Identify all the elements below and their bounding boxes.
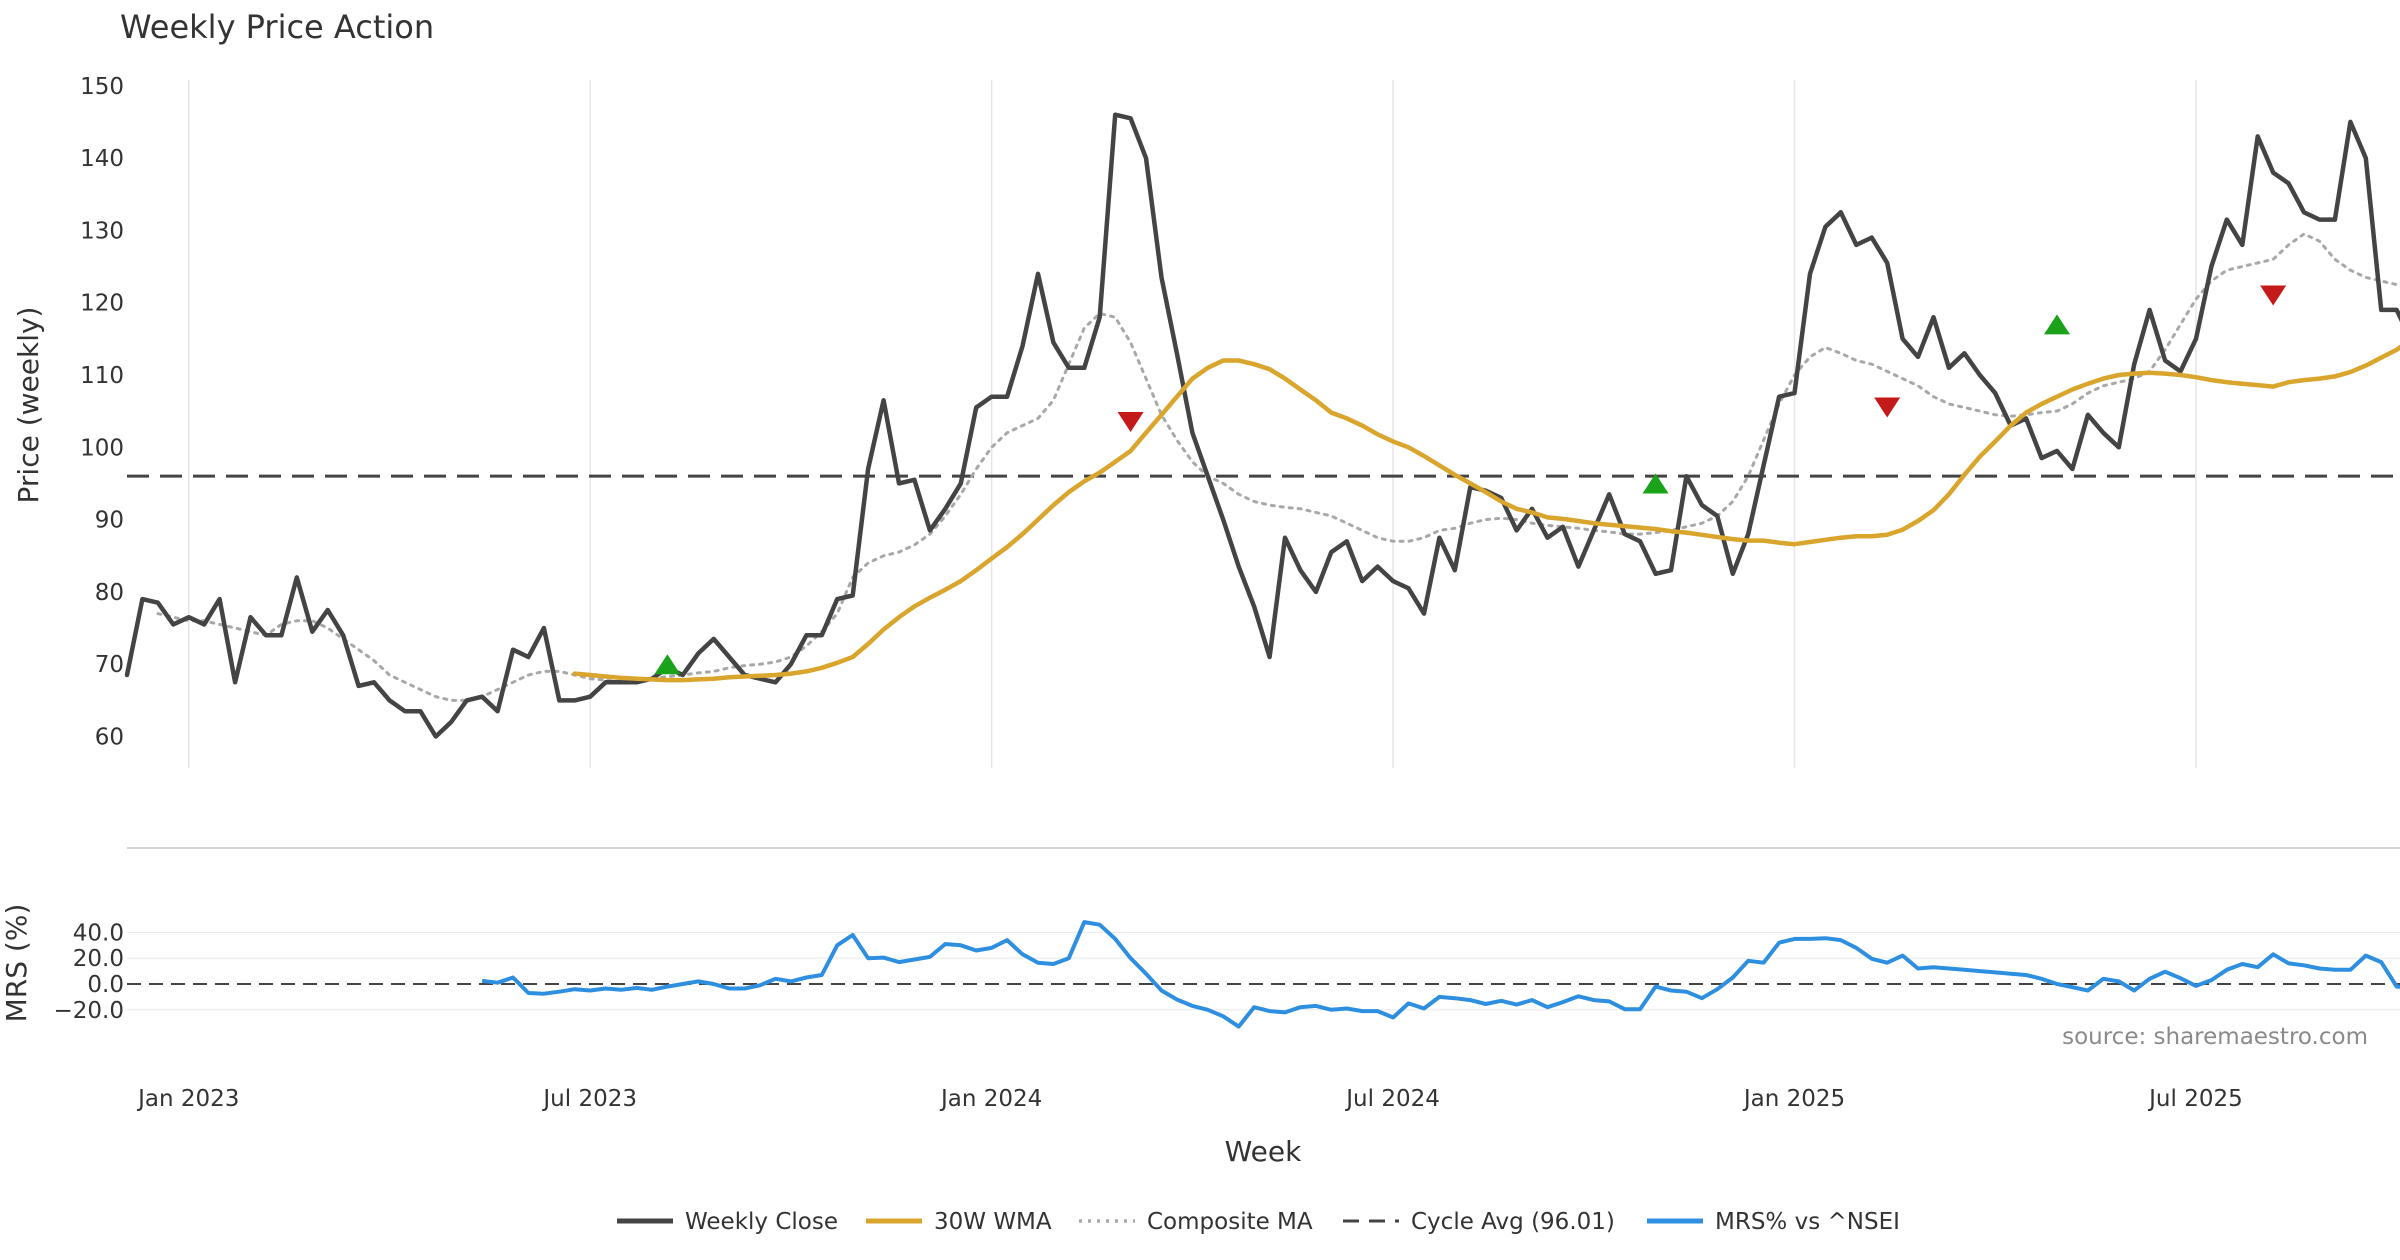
price-y-tick-label: 120 <box>80 291 124 317</box>
price-y-tick-label: 100 <box>80 435 124 461</box>
x-tick-label: Jul 2025 <box>2147 1086 2243 1112</box>
legend: Weekly Close 30W WMA Composite MA Cycle Avg… <box>617 1209 1900 1235</box>
x-tick-label: Jul 2023 <box>541 1086 637 1112</box>
sell-signal-marker <box>1117 411 1144 432</box>
price-y-tick-label: 70 <box>95 652 124 678</box>
price-y-tick-label: 110 <box>80 363 124 389</box>
mrs-y-tick-label: −20.0 <box>54 998 124 1024</box>
sell-signal-marker <box>1874 397 1901 418</box>
x-ticks: Jan 2023 Jul 2023 Jan 2024 Jul 2024 Jan 2025… <box>136 1086 2243 1112</box>
x-axis-label: Week <box>1225 1135 1302 1168</box>
mrs-y-ticks: −20.00.020.040.0 <box>54 920 124 1023</box>
mrs-y-tick-label: 20.0 <box>73 946 124 972</box>
30w-wma-series <box>572 344 2400 683</box>
mrs-y-tick-label: 40.0 <box>73 920 124 946</box>
x-tick-label: Jul 2024 <box>1344 1086 1440 1112</box>
composite-ma-series <box>156 232 2400 702</box>
price-y-axis-label: Price (weekly) <box>12 307 45 504</box>
price-y-tick-label: 80 <box>95 580 124 606</box>
x-tick-label: Jan 2025 <box>1742 1086 1845 1112</box>
sell-signal-marker <box>2260 285 2287 306</box>
legend-label: Weekly Close <box>685 1209 838 1235</box>
mrs-y-axis-label: MRS (%) <box>0 904 33 1023</box>
buy-signal-marker <box>2044 314 2070 335</box>
weekly-close-series <box>124 112 2400 739</box>
series-layer <box>124 112 2400 1029</box>
buy-signal-marker <box>1642 473 1669 494</box>
price-y-tick-label: 140 <box>80 146 124 172</box>
x-tick-label: Jan 2023 <box>136 1086 239 1112</box>
signal-layer <box>654 285 2287 675</box>
price-y-tick-label: 90 <box>95 508 124 534</box>
mrs-y-tick-label: 0.0 <box>87 972 124 998</box>
price-y-ticks: 60 70 80 90 100 110 120 130 140 150 <box>80 74 124 751</box>
legend-label: MRS% vs ^NSEI <box>1715 1209 1900 1235</box>
grid-layer <box>127 80 2400 1011</box>
legend-label: 30W WMA <box>934 1209 1052 1235</box>
price-y-tick-label: 130 <box>80 218 124 244</box>
source-note: source: sharemaestro.com <box>2062 1024 2368 1050</box>
price-y-tick-label: 150 <box>80 74 124 100</box>
legend-label: Composite MA <box>1147 1209 1313 1235</box>
chart-title: Weekly Price Action <box>120 8 434 46</box>
x-tick-label: Jan 2024 <box>939 1086 1042 1112</box>
mrs-series <box>481 920 2400 1029</box>
legend-label: Cycle Avg (96.01) <box>1411 1209 1615 1235</box>
price-y-tick-label: 60 <box>95 725 124 751</box>
buy-signal-marker <box>654 654 681 675</box>
